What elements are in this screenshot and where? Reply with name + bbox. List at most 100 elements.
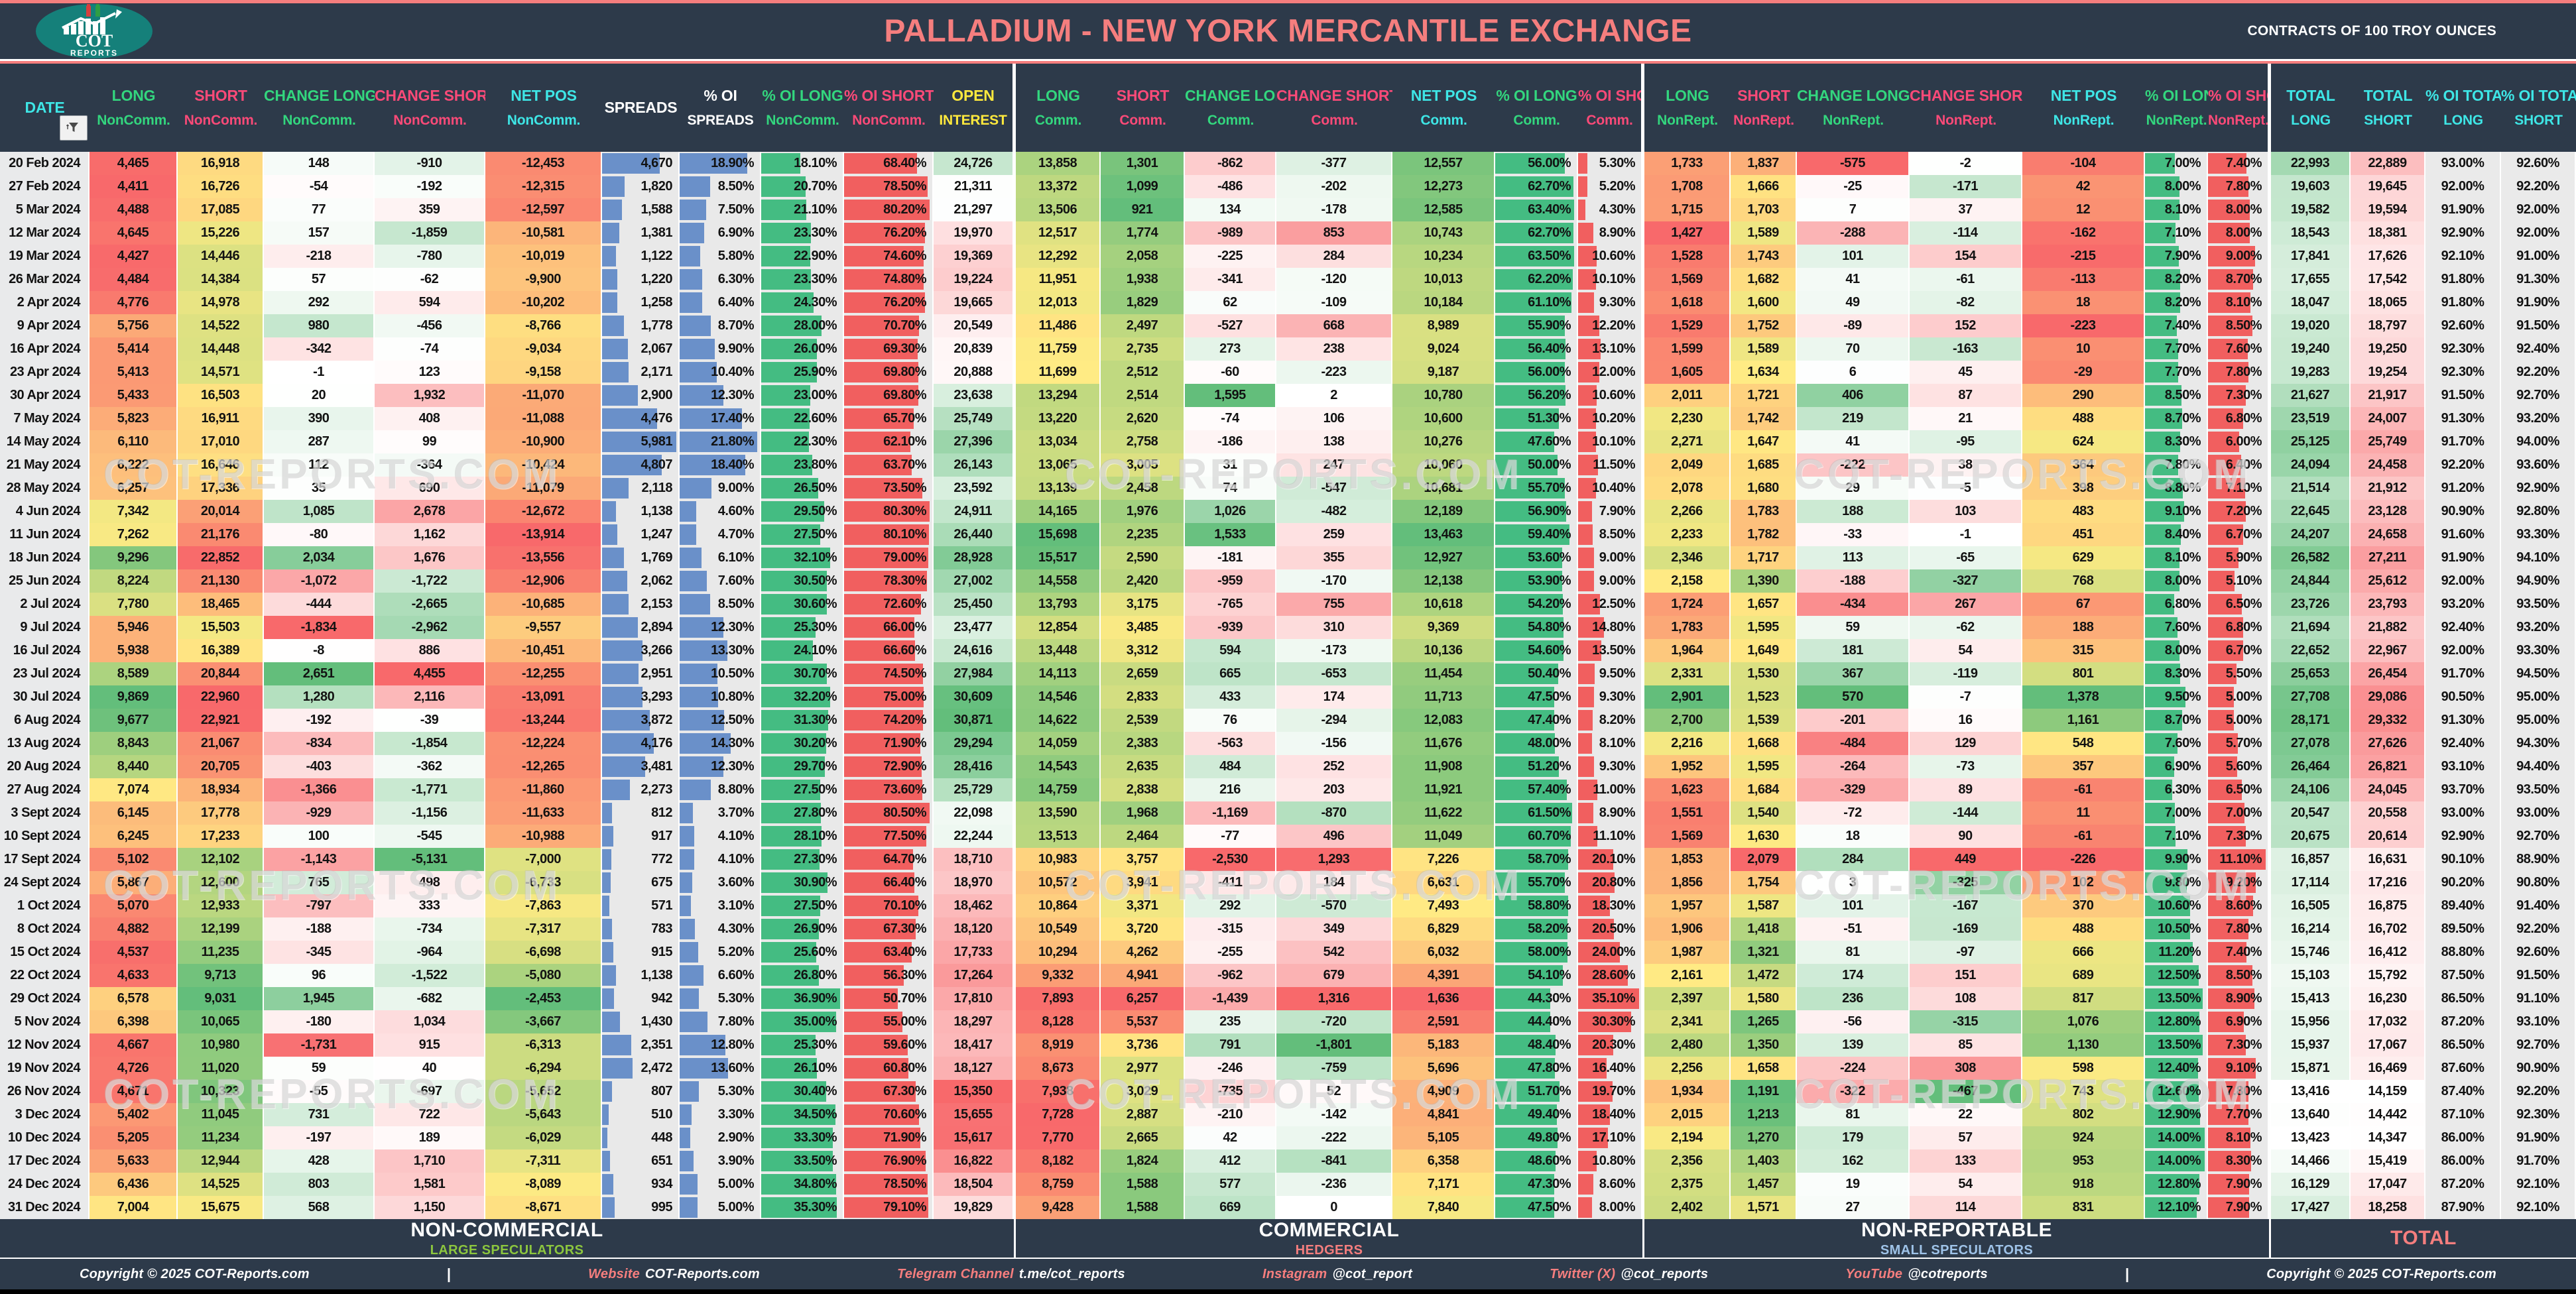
footer-link-website[interactable]: Website COT-Reports.com xyxy=(588,1266,760,1281)
cell-oi-total-short-pct: 94.10% xyxy=(2501,546,2576,569)
cell-oi-spreads-pct: 9.90% xyxy=(680,337,761,361)
col-header-open-interest: OPEN INTEREST xyxy=(934,64,1016,152)
cell-open-interest: 23,477 xyxy=(934,616,1016,639)
date-filter-button[interactable] xyxy=(60,115,88,141)
cell-nc-oi-long-pct: 36.90% xyxy=(761,987,844,1010)
cell-oi-total-long-pct: 91.70% xyxy=(2425,662,2501,685)
cell-nr-oi-long-pct: 8.10% xyxy=(2145,546,2208,569)
data-bar xyxy=(2208,246,2255,266)
cell-total-short: 21,912 xyxy=(2351,477,2425,500)
col-header-nc-long: LONG NonComm. xyxy=(90,64,178,152)
cell-nc-short: 14,448 xyxy=(178,337,264,361)
cell-nc-change-short: -1,156 xyxy=(375,801,485,825)
cell-nc-oi-long-pct: 33.30% xyxy=(761,1126,844,1149)
cell-c-net-pos: 1,636 xyxy=(1392,987,1495,1010)
cell-total-long: 23,726 xyxy=(2271,593,2351,616)
footer-link-instagram[interactable]: Instagram @cot_report xyxy=(1262,1266,1412,1281)
cell-open-interest: 18,710 xyxy=(934,848,1016,871)
cell-nc-oi-short-pct: 73.50% xyxy=(844,477,934,500)
cell-nc-oi-short-pct: 63.40% xyxy=(844,941,934,964)
cell-oi-total-long-pct: 87.40% xyxy=(2425,1080,2501,1103)
cell-nc-long: 8,224 xyxy=(90,569,178,593)
cell-nr-oi-short-pct: 7.80% xyxy=(2208,361,2271,384)
data-bar xyxy=(761,872,828,893)
cell-nc-net-pos: -9,034 xyxy=(485,337,602,361)
table-row: 14 May 2024 6,110 17,010 287 99 -10,900 5,981 2… xyxy=(0,430,2576,453)
data-bar xyxy=(1495,153,1565,174)
cell-open-interest: 15,617 xyxy=(934,1126,1016,1149)
cell-oi-spreads-pct: 4.10% xyxy=(680,848,761,871)
cell-c-oi-long-pct: 49.40% xyxy=(1495,1103,1578,1126)
cell-nr-oi-long-pct: 8.30% xyxy=(2145,430,2208,453)
cell-nr-long: 1,551 xyxy=(1644,801,1731,825)
cell-nc-net-pos: -10,202 xyxy=(485,291,602,314)
cell-nr-short: 1,418 xyxy=(1731,917,1797,941)
footer-link-youtube[interactable]: YouTube @cotreports xyxy=(1845,1266,1988,1281)
cell-nc-long: 4,645 xyxy=(90,221,178,245)
cell-nr-oi-short-pct: 6.50% xyxy=(2208,778,2271,801)
cell-nr-net-pos: 689 xyxy=(2022,964,2145,987)
cell-nc-change-short: -192 xyxy=(375,175,485,198)
data-bar xyxy=(844,594,922,615)
cell-nc-oi-long-pct: 25.90% xyxy=(761,361,844,384)
cell-nr-oi-short-pct: 8.10% xyxy=(2208,291,2271,314)
cell-spreads: 812 xyxy=(602,801,680,825)
cell-oi-total-short-pct: 92.00% xyxy=(2501,198,2576,221)
cell-nr-change-short: -2 xyxy=(1910,152,2022,175)
data-bar xyxy=(680,942,698,963)
data-bar xyxy=(761,223,812,243)
cell-oi-total-long-pct: 91.50% xyxy=(2425,384,2501,407)
cell-nc-oi-long-pct: 27.30% xyxy=(761,848,844,871)
cell-c-long: 11,951 xyxy=(1016,268,1101,291)
cell-c-net-pos: 10,780 xyxy=(1392,384,1495,407)
data-bar xyxy=(2208,524,2243,545)
cell-nr-long: 1,618 xyxy=(1644,291,1731,314)
cell-nr-oi-short-pct: 6.40% xyxy=(2208,453,2271,477)
cell-nr-net-pos: -215 xyxy=(2022,245,2145,268)
cell-nr-long: 2,256 xyxy=(1644,1057,1731,1080)
data-bar xyxy=(680,1058,729,1079)
cell-c-net-pos: 6,032 xyxy=(1392,941,1495,964)
cell-nr-change-long: 70 xyxy=(1797,337,1910,361)
cell-spreads: 772 xyxy=(602,848,680,871)
cell-c-change-long: 433 xyxy=(1185,685,1276,709)
cell-nr-short: 2,079 xyxy=(1731,848,1797,871)
data-bar xyxy=(1578,200,1586,220)
cell-nr-change-short: -95 xyxy=(1910,430,2022,453)
footer-link-telegram-channel[interactable]: Telegram Channel t.me/cot_reports xyxy=(897,1266,1125,1281)
cell-spreads: 1,220 xyxy=(602,268,680,291)
col-header-nr-long: LONG NonRept. xyxy=(1644,64,1731,152)
cell-spreads: 1,122 xyxy=(602,245,680,268)
footer-link-twitter-x[interactable]: Twitter (X) @cot_reports xyxy=(1550,1266,1709,1281)
cell-c-oi-short-pct: 9.30% xyxy=(1578,685,1644,709)
data-bar xyxy=(761,1012,837,1032)
cell-nc-change-short: -1,854 xyxy=(375,732,485,755)
cell-open-interest: 24,726 xyxy=(934,152,1016,175)
cell-open-interest: 27,984 xyxy=(934,662,1016,685)
data-bar xyxy=(602,640,643,661)
cell-date: 5 Mar 2024 xyxy=(0,198,90,221)
cell-total-short: 17,542 xyxy=(2351,268,2425,291)
cell-open-interest: 17,733 xyxy=(934,941,1016,964)
cell-nc-change-long: 1,280 xyxy=(264,685,375,709)
cell-nr-change-long: 41 xyxy=(1797,430,1910,453)
cell-nr-long: 1,853 xyxy=(1644,848,1731,871)
data-bar xyxy=(680,1104,692,1125)
cell-date: 3 Sept 2024 xyxy=(0,801,90,825)
data-bar xyxy=(1578,176,1587,197)
data-bar xyxy=(680,269,702,290)
data-bar xyxy=(1578,826,1598,847)
cell-nr-long: 1,906 xyxy=(1644,917,1731,941)
cell-nc-net-pos: -12,453 xyxy=(485,152,602,175)
cell-nr-long: 2,216 xyxy=(1644,732,1731,755)
data-bar xyxy=(2208,501,2246,522)
cell-nr-short: 1,742 xyxy=(1731,407,1797,430)
cell-c-long: 15,698 xyxy=(1016,523,1101,546)
cell-c-change-long: 74 xyxy=(1185,477,1276,500)
cell-nc-long: 5,938 xyxy=(90,639,178,662)
cell-c-change-short: -120 xyxy=(1276,268,1392,291)
cell-c-net-pos: 5,105 xyxy=(1392,1126,1495,1149)
data-bar xyxy=(602,780,631,800)
cell-nr-short: 1,265 xyxy=(1731,1010,1797,1033)
cell-nr-long: 2,341 xyxy=(1644,1010,1731,1033)
